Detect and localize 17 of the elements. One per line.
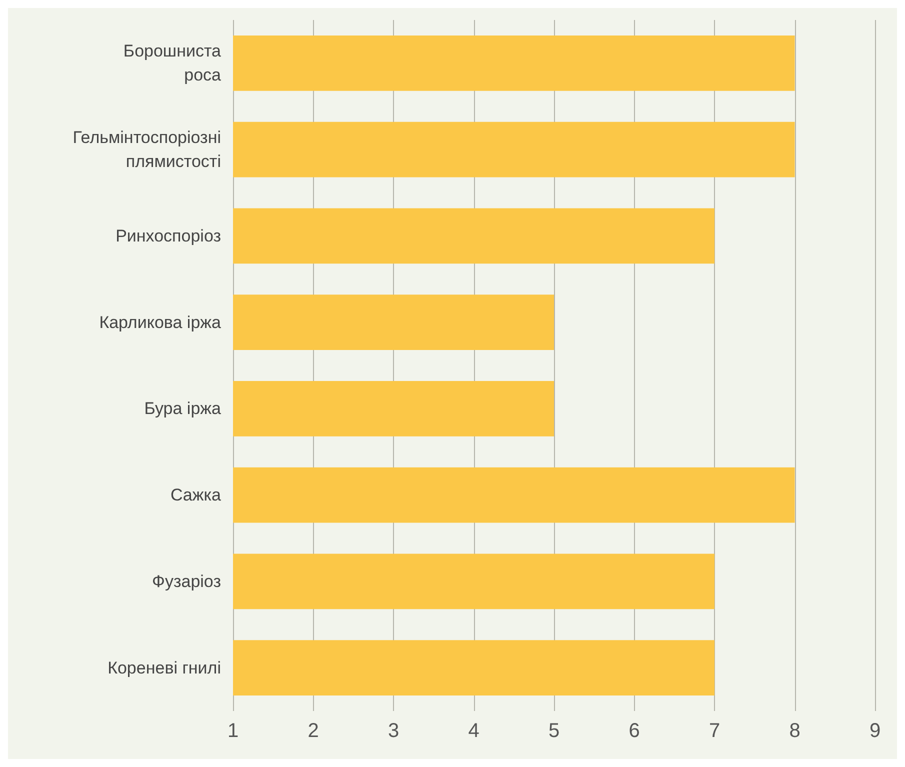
x-tick-label: 5 — [548, 720, 560, 742]
x-tick-label: 8 — [789, 720, 800, 742]
y-tick-label: Фузаріоз — [152, 572, 222, 591]
x-tick-label: 1 — [227, 720, 239, 742]
y-tick-label: Борошниста роса — [123, 42, 222, 85]
y-tick-label: Карликова іржа — [99, 312, 222, 332]
y-tick-label: Ринхоспоріоз — [116, 226, 222, 246]
y-tick-label: Сажка — [170, 486, 222, 505]
x-tick-label: 2 — [308, 720, 319, 742]
x-tick-label: 6 — [628, 720, 640, 742]
x-tick-label: 9 — [869, 720, 881, 742]
x-tick-label: 4 — [468, 720, 480, 742]
x-tick-label: 3 — [388, 720, 400, 742]
x-tick-label: 7 — [708, 720, 720, 742]
y-tick-label: Гельмінтоспоріозні плямистості — [72, 128, 221, 172]
y-tick-label: Кореневі гнилі — [108, 658, 221, 678]
y-tick-label: Бура іржа — [144, 399, 222, 418]
